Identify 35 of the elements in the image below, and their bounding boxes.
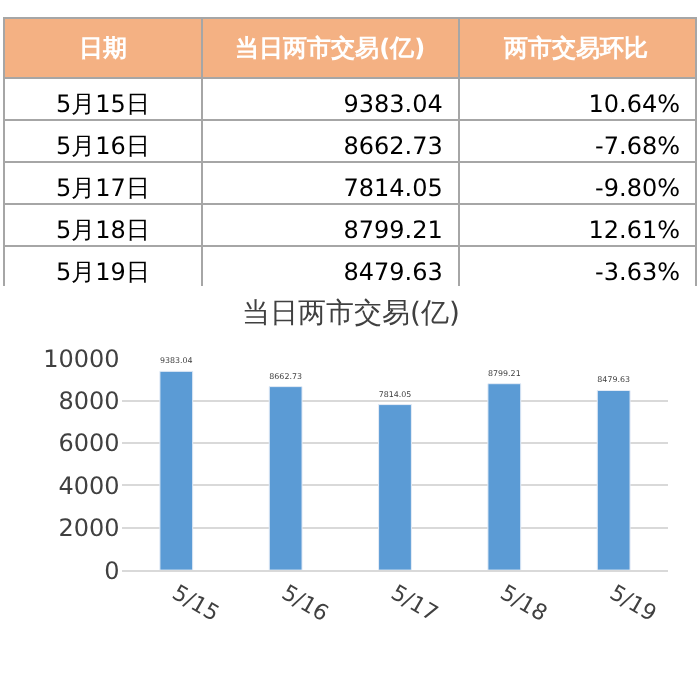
- category-label: 日期: [78, 34, 127, 62]
- text: 12.61%: [588, 216, 680, 244]
- text: -9.80%: [595, 174, 680, 202]
- x-tick-label: 5/17: [386, 579, 443, 627]
- bar: [378, 404, 412, 571]
- category-label: 当日两市交易(亿): [235, 34, 426, 62]
- text: 8799.21: [343, 216, 443, 244]
- chart-title: 当日两市交易(亿): [242, 298, 460, 330]
- bar: [159, 370, 194, 571]
- y-tick-label: 8000: [58, 387, 120, 416]
- text: -7.68%: [595, 132, 680, 160]
- bar: [596, 389, 631, 571]
- text: 5月17日: [55, 174, 150, 202]
- text: 8662.73: [343, 132, 443, 160]
- x-tick-label: 5/19: [605, 579, 661, 627]
- bar: [487, 383, 522, 571]
- x-tick-label: 5/15: [167, 579, 224, 627]
- text: 5月19日: [55, 258, 150, 286]
- text: 7814.05: [343, 174, 443, 202]
- category-label: 两市交易环比: [502, 34, 649, 62]
- y-tick-label: 6000: [58, 429, 120, 458]
- y-tick-label: 4000: [58, 471, 120, 500]
- text: -3.63%: [595, 258, 680, 286]
- text: 5月15日: [55, 90, 150, 118]
- text: 5月18日: [55, 216, 150, 244]
- bar: [268, 386, 303, 571]
- text: 9383.04: [343, 90, 443, 118]
- y-tick-label: 2000: [58, 514, 120, 543]
- y-tick-label: 0: [104, 556, 120, 585]
- text: 5月16日: [55, 132, 150, 160]
- text: 10.64%: [588, 90, 680, 118]
- x-tick-label: 5/18: [495, 579, 552, 627]
- text: 8479.63: [343, 258, 443, 286]
- y-tick-label: 10000: [43, 344, 120, 373]
- x-tick-label: 5/16: [277, 579, 333, 627]
